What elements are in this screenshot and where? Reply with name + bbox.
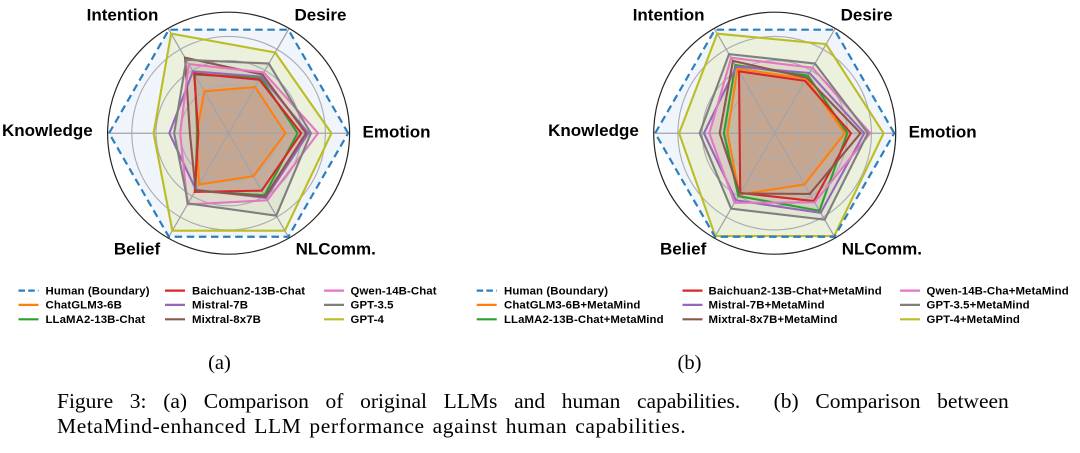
svg-text:Emotion: Emotion <box>363 122 431 141</box>
svg-text:Mixtral-8x7B+MetaMind: Mixtral-8x7B+MetaMind <box>709 314 838 326</box>
svg-text:LLaMA2-13B-Chat: LLaMA2-13B-Chat <box>46 314 146 326</box>
svg-text:Emotion: Emotion <box>909 122 977 141</box>
svg-text:GPT-4: GPT-4 <box>351 314 385 326</box>
svg-text:GPT-3.5: GPT-3.5 <box>351 300 395 312</box>
svg-text:Belief: Belief <box>660 240 707 259</box>
svg-text:Qwen-14B-Chat: Qwen-14B-Chat <box>351 285 437 297</box>
svg-text:Baichuan2-13B-Chat: Baichuan2-13B-Chat <box>192 285 305 297</box>
svg-text:Desire: Desire <box>841 6 893 25</box>
svg-text:Desire: Desire <box>295 6 347 25</box>
svg-text:ChatGLM3-6B+MetaMind: ChatGLM3-6B+MetaMind <box>504 300 640 312</box>
svg-text:Knowledge: Knowledge <box>548 121 639 140</box>
svg-text:Qwen-14B-Cha+MetaMind: Qwen-14B-Cha+MetaMind <box>927 285 1069 297</box>
svg-text:NLComm.: NLComm. <box>842 240 922 259</box>
svg-text:Belief: Belief <box>114 240 161 259</box>
svg-text:NLComm.: NLComm. <box>296 240 376 259</box>
svg-text:(a): (a) <box>208 352 231 374</box>
svg-text:Intention: Intention <box>633 6 705 25</box>
svg-text:Mixtral-8x7B: Mixtral-8x7B <box>192 314 261 326</box>
svg-text:Human (Boundary): Human (Boundary) <box>504 285 608 297</box>
svg-text:LLaMA2-13B-Chat+MetaMind: LLaMA2-13B-Chat+MetaMind <box>504 314 664 326</box>
svg-text:Baichuan2-13B-Chat+MetaMind: Baichuan2-13B-Chat+MetaMind <box>709 285 882 297</box>
svg-text:Mistral-7B+MetaMind: Mistral-7B+MetaMind <box>709 300 825 312</box>
svg-text:(b): (b) <box>678 352 702 374</box>
svg-text:Human (Boundary): Human (Boundary) <box>46 285 150 297</box>
svg-text:GPT-4+MetaMind: GPT-4+MetaMind <box>927 314 1021 326</box>
svg-text:Intention: Intention <box>87 6 159 25</box>
svg-text:GPT-3.5+MetaMind: GPT-3.5+MetaMind <box>927 300 1030 312</box>
svg-text:ChatGLM3-6B: ChatGLM3-6B <box>46 300 122 312</box>
svg-text:Mistral-7B: Mistral-7B <box>192 300 248 312</box>
svg-text:Knowledge: Knowledge <box>2 121 93 140</box>
